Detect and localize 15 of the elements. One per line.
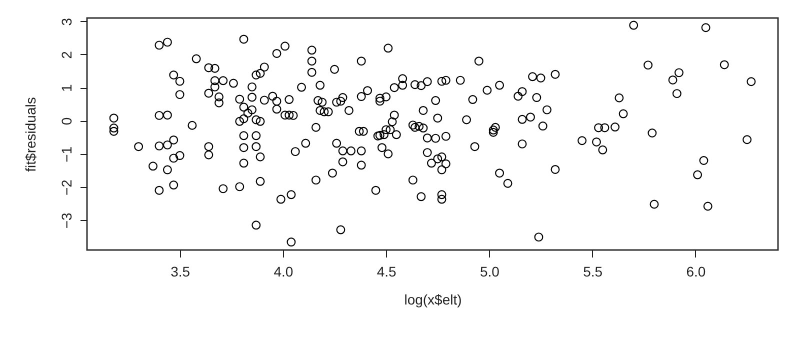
y-tick-label: −3: [58, 212, 74, 229]
x-tick-label: 5.0: [480, 264, 500, 280]
y-tick-label: 0: [58, 117, 74, 126]
y-tick-label: −1: [58, 146, 74, 162]
y-tick-label: 3: [58, 18, 74, 26]
x-tick-label: 4.5: [376, 264, 397, 280]
x-tick-label: 6.0: [686, 264, 706, 280]
x-axis-title: log(x$elt): [404, 292, 462, 308]
y-tick-label: −2: [58, 179, 74, 196]
x-tick-label: 5.5: [583, 264, 603, 280]
y-tick-label: 2: [58, 50, 74, 59]
y-tick-label: 1: [58, 84, 74, 92]
y-axis-title: fit$residuals: [22, 97, 38, 172]
x-tick-label: 4.0: [274, 264, 294, 280]
x-tick-label: 3.5: [170, 264, 190, 280]
